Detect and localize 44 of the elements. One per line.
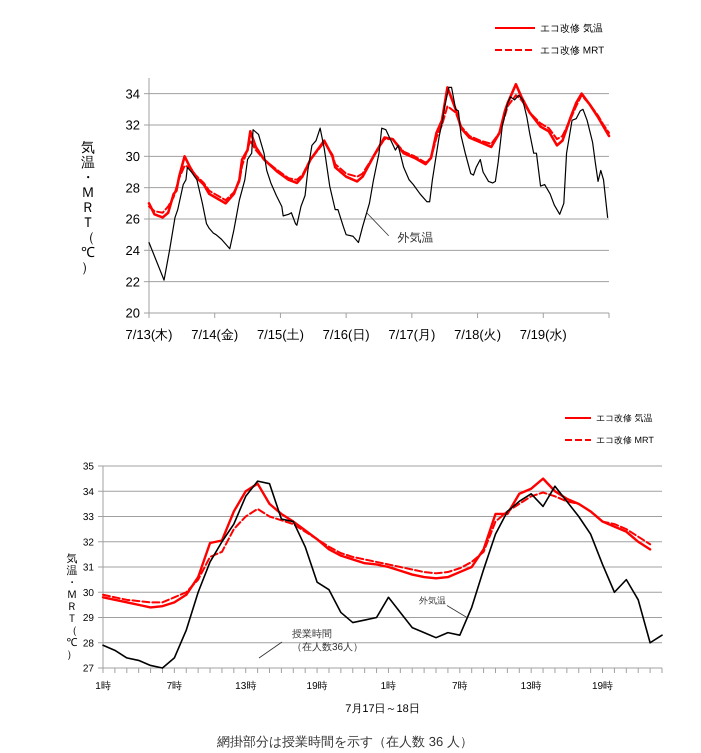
y-tick-label: 34 [126, 86, 140, 102]
legend-label: エコ改修 MRT [540, 46, 604, 56]
x-tick-label: 7/13(木) [126, 327, 172, 342]
y-tick-label: 35 [82, 462, 94, 473]
annotation: 外気温 [418, 596, 446, 606]
y-tick-label: 33 [82, 512, 94, 524]
x-tick-label: 7/18(火) [454, 327, 502, 342]
x-tick-label: 7時 [166, 680, 182, 692]
text: 気温・ＭＲＴ（℃） [81, 139, 95, 275]
annotation: 授業時間（在人数36人） [292, 628, 364, 653]
x-tick-label: 13時 [520, 680, 542, 692]
y-tick-label: 20 [126, 306, 140, 321]
x-tick-label: 19時 [306, 680, 328, 692]
y-tick-label: 34 [82, 486, 94, 498]
legend-label: エコ改修 MRT [596, 435, 654, 446]
x-tick-label: 7/17(月) [388, 327, 436, 342]
y-tick-label: 32 [82, 537, 94, 548]
text: 網掛部分は授業時間を示す（在人数 36 人） [216, 734, 473, 749]
text: 気温・ＭＲＴ（℃） [66, 553, 78, 661]
legend-label: エコ改修 気温 [540, 22, 603, 34]
x-tick-label: 1時 [380, 680, 396, 692]
y-tick-label: 22 [126, 274, 140, 290]
y-tick-label: 26 [126, 212, 140, 227]
annotation: 外気温 [398, 230, 434, 245]
x-tick-label: 7/15(土) [256, 327, 304, 342]
y-tick-label: 30 [82, 588, 94, 599]
x-tick-label: 7/14(金) [191, 327, 238, 342]
y-tick-label: 29 [82, 613, 94, 624]
y-tick-label: 31 [82, 562, 94, 574]
x-tick-label: 7時 [452, 680, 468, 692]
y-tick-label: 28 [126, 180, 140, 196]
y-tick-label: 32 [126, 118, 140, 133]
y-tick-label: 24 [126, 243, 140, 258]
x-tick-label: 13時 [235, 680, 256, 692]
x-tick-label: 19時 [592, 680, 614, 692]
legend-label: エコ改修 気温 [596, 413, 653, 424]
x-tick-label: 7/16(日) [322, 327, 370, 342]
x-tick-label: 7/19(水) [520, 327, 567, 342]
y-tick-label: 28 [82, 638, 94, 650]
line-series [102, 477, 652, 609]
y-tick-label: 30 [126, 149, 140, 164]
y-tick-label: 27 [82, 664, 94, 675]
x-tick-label: 1時 [95, 680, 111, 692]
x-axis-title: 7月17日～18日 [345, 703, 420, 715]
